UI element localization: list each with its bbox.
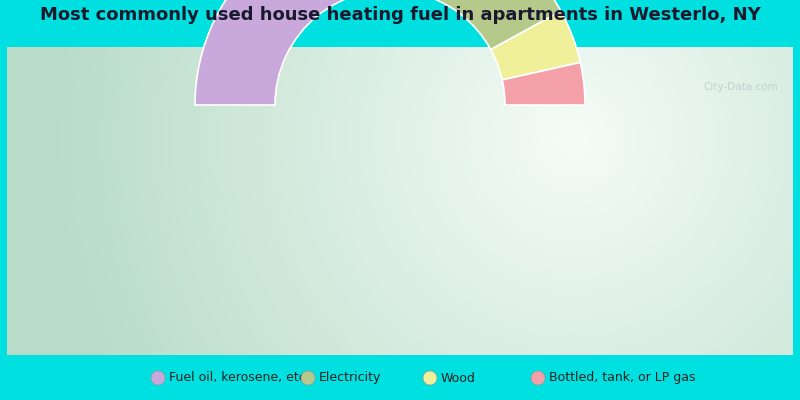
Circle shape bbox=[301, 371, 315, 385]
Wedge shape bbox=[415, 0, 561, 50]
Wedge shape bbox=[195, 0, 433, 105]
Text: Bottled, tank, or LP gas: Bottled, tank, or LP gas bbox=[549, 372, 695, 384]
Wedge shape bbox=[490, 11, 580, 80]
Circle shape bbox=[151, 371, 165, 385]
Text: City-Data.com: City-Data.com bbox=[703, 82, 778, 92]
Text: Most commonly used house heating fuel in apartments in Westerlo, NY: Most commonly used house heating fuel in… bbox=[40, 6, 760, 24]
Circle shape bbox=[531, 371, 545, 385]
Wedge shape bbox=[502, 62, 585, 105]
Text: Electricity: Electricity bbox=[319, 372, 382, 384]
Circle shape bbox=[423, 371, 437, 385]
Text: Fuel oil, kerosene, etc.: Fuel oil, kerosene, etc. bbox=[169, 372, 310, 384]
Text: Wood: Wood bbox=[441, 372, 476, 384]
